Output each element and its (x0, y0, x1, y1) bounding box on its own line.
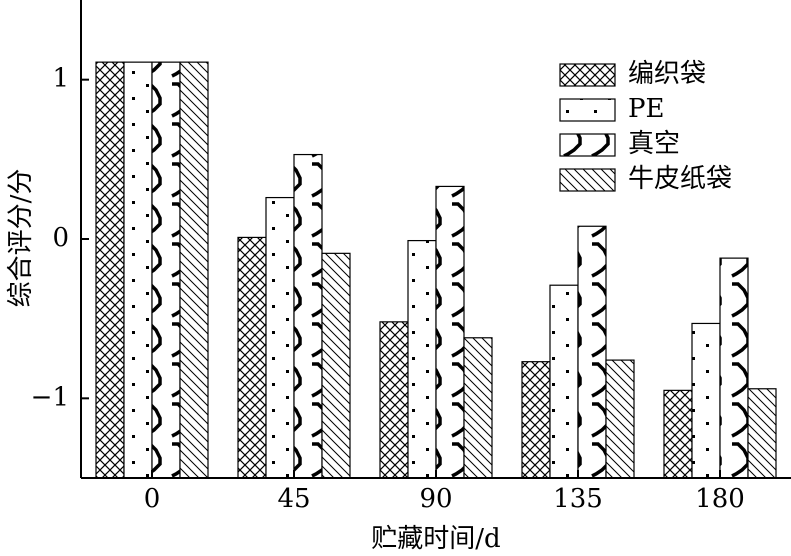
bar (549, 284, 579, 479)
legend-label: 真空 (628, 129, 680, 159)
x-tick-label: 90 (419, 484, 452, 514)
legend-label: 编织袋 (628, 59, 706, 89)
y-tick-label: 0 (52, 223, 69, 253)
bar (463, 337, 493, 479)
bar (577, 225, 607, 479)
bar (663, 389, 693, 479)
bar (435, 185, 465, 479)
legend-swatch (559, 63, 616, 87)
y-axis-label: 综合评分/分 (6, 169, 36, 308)
legend-label: 牛皮纸袋 (628, 164, 732, 194)
bar (747, 388, 777, 479)
bar (265, 196, 295, 479)
bar (691, 322, 721, 479)
bar (179, 61, 209, 479)
legend-swatch (559, 168, 616, 192)
bar (407, 239, 437, 479)
bar (237, 236, 267, 479)
bar (379, 321, 409, 479)
x-tick-label: 135 (553, 484, 603, 514)
x-tick-label: 0 (144, 484, 161, 514)
legend-swatch (559, 98, 616, 122)
legend-swatch (559, 133, 616, 157)
legend-label: PE (628, 94, 664, 124)
bar (521, 361, 551, 479)
x-axis-label: 贮藏时间/d (371, 524, 500, 554)
bar (151, 61, 181, 479)
bar (605, 359, 635, 479)
x-tick-label: 45 (277, 484, 310, 514)
bar (123, 61, 153, 479)
bar (321, 252, 351, 479)
bar (293, 153, 323, 479)
bar (719, 257, 749, 479)
y-tick-label: 1 (52, 64, 69, 94)
bar (95, 61, 125, 479)
x-tick-label: 180 (695, 484, 745, 514)
y-tick-label: −1 (31, 382, 69, 412)
